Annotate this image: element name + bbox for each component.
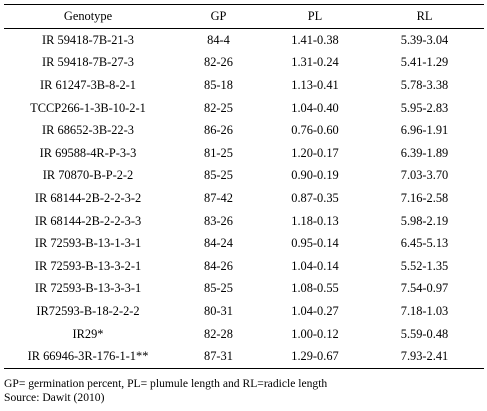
cell-gp: 82-25 <box>204 100 233 115</box>
cell-gp: 82-26 <box>204 55 233 70</box>
table-row: IR 72593-B-13-3-2-1 84-26 1.04-0.14 5.52-1.… <box>4 255 484 278</box>
table-row: IR 68144-2B-2-2-3-2 87-42 0.87-0.35 7.16-2.… <box>4 187 484 210</box>
table-row: IR 69588-4R-P-3-3 81-25 1.20-0.17 6.39-1.89 <box>4 142 484 165</box>
cell-genotype: IR 70870-B-P-2-2 <box>42 168 134 183</box>
header-genotype: Genotype <box>4 4 172 29</box>
table-row: IR 61247-3B-8-2-1 85-18 1.13-0.41 5.78-3.38 <box>4 74 484 97</box>
cell-pl: 1.13-0.41 <box>291 77 339 92</box>
cell-rl: 6.45-5.13 <box>400 236 449 251</box>
table-row: IR 70870-B-P-2-2 85-25 0.90-0.19 7.03-3.70 <box>4 165 484 188</box>
cell-rl: 5.59-0.48 <box>400 326 449 341</box>
cell-pl: 0.76-0.60 <box>291 123 339 138</box>
cell-gp: 84-24 <box>204 236 233 251</box>
cell-genotype: IR 69588-4R-P-3-3 <box>39 145 137 160</box>
cell-rl: 7.03-3.70 <box>400 168 449 183</box>
header-rl: RL <box>365 4 484 29</box>
table-row: IR 68652-3B-22-3 86-26 0.76-0.60 6.96-1.91 <box>4 119 484 142</box>
cell-genotype: IR 59418-7B-27-3 <box>42 55 134 70</box>
cell-genotype: IR 61247-3B-8-2-1 <box>39 77 136 92</box>
table-row: IR 66946-3R-176-1-1** 87-31 1.29-0.67 7.93-… <box>4 345 484 369</box>
cell-rl: 6.39-1.89 <box>400 145 449 160</box>
cell-pl: 1.41-0.38 <box>291 32 339 47</box>
table-notes: GP= germination percent, PL= plumule len… <box>4 377 327 405</box>
cell-gp: 84-26 <box>204 258 233 273</box>
cell-gp: 85-25 <box>204 281 233 296</box>
cell-genotype: TCCP266-1-3B-10-2-1 <box>30 100 146 115</box>
table-row: TCCP266-1-3B-10-2-1 82-25 1.04-0.40 5.95-2.… <box>4 97 484 120</box>
cell-pl: 0.87-0.35 <box>291 190 339 205</box>
cell-pl: 1.04-0.14 <box>291 258 339 273</box>
cell-pl: 1.20-0.17 <box>291 145 339 160</box>
table-body: IR 59418-7B-21-3 84-4 1.41-0.38 5.39-3.04 IR… <box>4 29 484 369</box>
cell-rl: 5.78-3.38 <box>400 77 449 92</box>
cell-gp: 85-25 <box>204 168 233 183</box>
cell-genotype: IR29* <box>72 326 104 341</box>
cell-genotype: IR 68144-2B-2-2-3-3 <box>34 213 142 228</box>
cell-genotype: IR 72593-B-13-1-3-1 <box>34 236 142 251</box>
table-row: IR 59418-7B-21-3 84-4 1.41-0.38 5.39-3.04 <box>4 29 484 52</box>
header-pl: PL <box>265 4 365 29</box>
table-row: IR 72593-B-13-1-3-1 84-24 0.95-0.14 6.45-5.… <box>4 232 484 255</box>
table-row: IR29* 82-28 1.00-0.12 5.59-0.48 <box>4 323 484 346</box>
table-row: IR 68144-2B-2-2-3-3 83-26 1.18-0.13 5.98-2.… <box>4 210 484 233</box>
genotype-table: Genotype GP PL RL IR 59418-7B-21-3 84-4 1.… <box>4 4 484 369</box>
cell-gp: 85-18 <box>204 77 233 92</box>
cell-rl: 6.96-1.91 <box>400 123 449 138</box>
cell-genotype: IR 68652-3B-22-3 <box>42 123 134 138</box>
table-row: IR 72593-B-13-3-3-1 85-25 1.08-0.55 7.54-0.… <box>4 278 484 301</box>
cell-genotype: IR 59418-7B-21-3 <box>42 32 134 47</box>
source-note: Source: Dawit (2010) <box>4 391 105 404</box>
cell-pl: 1.29-0.67 <box>265 345 365 369</box>
cell-pl: 0.90-0.19 <box>291 168 339 183</box>
cell-rl: 7.93-2.41 <box>365 345 484 369</box>
cell-gp: 87-31 <box>172 345 265 369</box>
cell-gp: 86-26 <box>204 123 233 138</box>
cell-pl: 0.95-0.14 <box>291 236 339 251</box>
cell-gp: 80-31 <box>204 303 233 318</box>
cell-pl: 1.00-0.12 <box>291 326 339 341</box>
table-row: IR 59418-7B-27-3 82-26 1.31-0.24 5.41-1.29 <box>4 52 484 75</box>
cell-rl: 5.41-1.29 <box>400 55 449 70</box>
header-gp: GP <box>172 4 265 29</box>
header-row: Genotype GP PL RL <box>4 4 484 29</box>
cell-rl: 7.16-2.58 <box>400 190 449 205</box>
cell-genotype: IR 68144-2B-2-2-3-2 <box>34 190 142 205</box>
cell-rl: 5.95-2.83 <box>400 100 449 115</box>
cell-gp: 82-28 <box>204 326 233 341</box>
table-row: IR72593-B-18-2-2-2 80-31 1.04-0.27 7.18-1.0… <box>4 300 484 323</box>
cell-genotype: IR 72593-B-13-3-2-1 <box>34 258 142 273</box>
cell-gp: 87-42 <box>204 190 233 205</box>
cell-gp: 81-25 <box>204 145 233 160</box>
cell-rl: 5.39-3.04 <box>400 32 449 47</box>
cell-pl: 1.18-0.13 <box>291 213 339 228</box>
cell-gp: 84-4 <box>207 32 230 47</box>
cell-pl: 1.04-0.40 <box>291 100 339 115</box>
cell-rl: 7.18-1.03 <box>400 303 449 318</box>
cell-pl: 1.31-0.24 <box>291 55 339 70</box>
cell-pl: 1.04-0.27 <box>291 303 339 318</box>
cell-genotype: IR72593-B-18-2-2-2 <box>36 303 140 318</box>
cell-gp: 83-26 <box>204 213 233 228</box>
cell-genotype: IR 66946-3R-176-1-1** <box>4 345 172 369</box>
cell-pl: 1.08-0.55 <box>291 281 339 296</box>
cell-rl: 5.98-2.19 <box>400 213 449 228</box>
footnote: GP= germination percent, PL= plumule len… <box>4 377 328 390</box>
cell-rl: 7.54-0.97 <box>400 281 449 296</box>
cell-rl: 5.52-1.35 <box>400 258 449 273</box>
cell-genotype: IR 72593-B-13-3-3-1 <box>34 281 142 296</box>
